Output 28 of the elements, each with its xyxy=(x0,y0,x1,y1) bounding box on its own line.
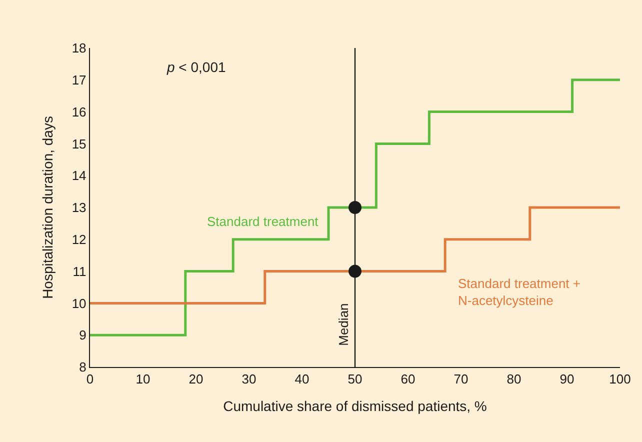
y-tick-label: 18 xyxy=(72,40,86,56)
series-label: Standard treatment + N-acetylcysteine xyxy=(458,276,580,308)
y-tick-label: 16 xyxy=(72,104,86,120)
y-tick-label: 13 xyxy=(72,200,86,216)
x-tick-label: 60 xyxy=(400,372,416,387)
y-tick-label: 11 xyxy=(72,264,86,279)
x-tick-label: 0 xyxy=(86,372,94,387)
y-axis-title: Hospitalization duration, days xyxy=(39,116,56,299)
x-tick-label: 10 xyxy=(136,372,150,387)
y-tick-label: 10 xyxy=(72,296,86,311)
x-tick-label: 20 xyxy=(188,372,204,387)
x-tick-label: 80 xyxy=(506,372,522,387)
x-axis-title: Cumulative share of dismissed patients, % xyxy=(223,398,487,414)
annotation: p < 0,001 xyxy=(166,59,226,75)
x-tick-label: 100 xyxy=(609,372,631,387)
y-tick-label: 14 xyxy=(72,168,86,184)
y-tick-label: 12 xyxy=(72,232,86,247)
ref-line-label: Median xyxy=(336,303,352,346)
x-tick-label: 40 xyxy=(294,372,310,387)
x-tick-label: 50 xyxy=(348,372,362,387)
y-tick-label: 17 xyxy=(72,72,86,88)
y-tick-label: 15 xyxy=(72,136,86,152)
x-tick-label: 30 xyxy=(242,372,256,387)
series-label: Standard treatment xyxy=(207,214,319,229)
y-tick-label: 9 xyxy=(79,328,86,343)
x-tick-label: 90 xyxy=(560,372,574,387)
y-tick-label: 8 xyxy=(79,360,86,375)
x-tick-label: 70 xyxy=(454,372,468,387)
